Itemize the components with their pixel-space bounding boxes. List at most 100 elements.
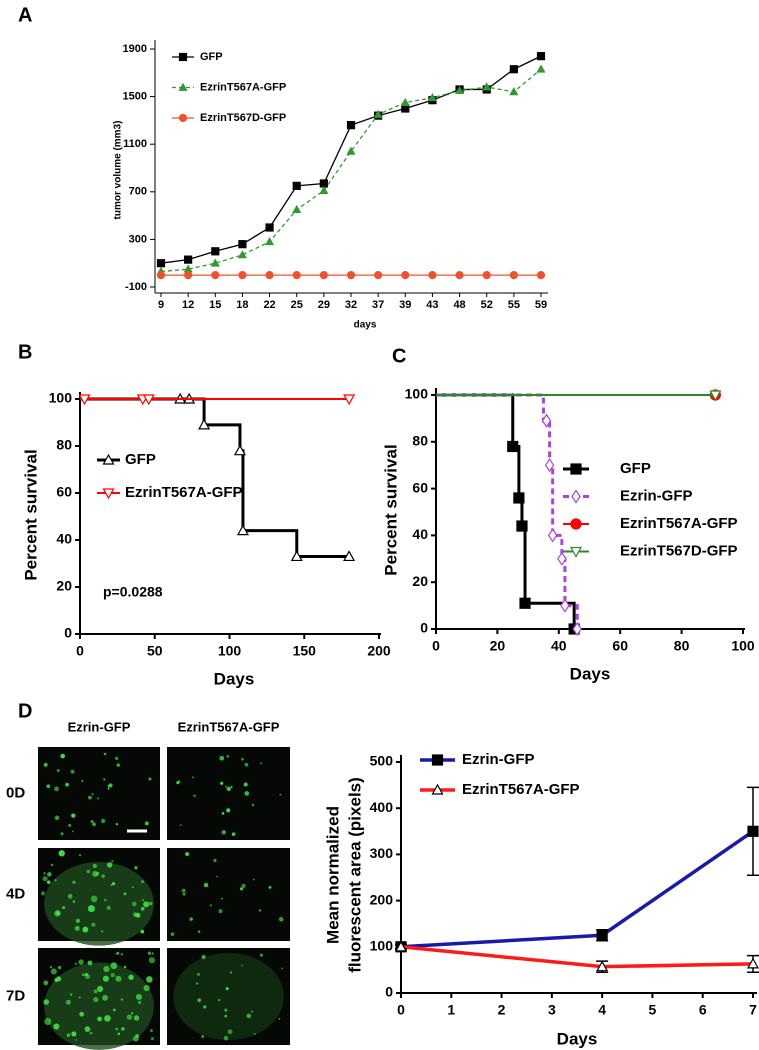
panel-letter: D [18, 700, 32, 722]
image-spot [140, 929, 145, 934]
image-spot [185, 852, 190, 857]
y-axis-label: tumor volume (mm3) [113, 121, 124, 220]
marker [482, 82, 492, 91]
image-spot [203, 1005, 207, 1009]
marker [455, 85, 465, 95]
image-spot [225, 987, 229, 991]
image-spot [254, 1033, 256, 1035]
marker [292, 271, 301, 280]
image-spot [140, 906, 145, 911]
image-spot [131, 886, 134, 889]
image-spot [103, 752, 107, 756]
image-spot [58, 965, 62, 970]
y-tick-label: 0 [420, 620, 428, 636]
image-spot [226, 808, 231, 813]
image-spot [241, 757, 244, 761]
image-spot [218, 909, 223, 914]
x-tick-label: 25 [291, 299, 303, 311]
marker [178, 52, 188, 62]
image-spot [40, 891, 46, 896]
image-spot [60, 754, 63, 757]
x-tick-label: 18 [236, 299, 248, 311]
marker [560, 598, 570, 613]
image-spot [259, 909, 262, 912]
image-spot [90, 895, 98, 903]
y-tick-label: 200 [370, 891, 394, 907]
marker [374, 271, 383, 280]
image-spot [193, 794, 196, 798]
image-spot [123, 892, 127, 896]
image-spot [117, 1032, 121, 1036]
image-spot [65, 782, 69, 787]
marker [536, 52, 546, 61]
image-spot [137, 1000, 142, 1005]
y-tick-label: 1100 [123, 138, 147, 150]
image-spot [102, 975, 109, 982]
marker [142, 394, 155, 406]
image-spot [148, 901, 153, 906]
legend-label: Ezrin-GFP [620, 487, 693, 504]
image-spot [91, 793, 94, 795]
image-spot [115, 823, 119, 826]
image-spot [103, 965, 110, 973]
y-tick-label: 60 [56, 484, 72, 500]
image-spot [102, 994, 109, 1001]
marker [541, 413, 552, 428]
legend-label: GFP [620, 460, 651, 477]
annotation: p=0.0288 [103, 584, 163, 600]
image-spot [239, 887, 244, 891]
image-spot [220, 781, 224, 785]
image-spot [62, 906, 66, 910]
y-tick-label: 0 [64, 625, 72, 641]
marker [509, 87, 519, 96]
image-spot [244, 791, 250, 796]
image-spot [54, 786, 59, 792]
marker [233, 444, 246, 456]
image-spot [197, 930, 201, 933]
image-spot [192, 776, 194, 779]
image-spot [54, 815, 60, 821]
marker [431, 783, 444, 795]
image-spot [71, 1031, 77, 1037]
marker [536, 64, 546, 73]
x-tick-label: 40 [551, 638, 567, 654]
image-spot [54, 879, 57, 882]
image-spot [142, 899, 145, 902]
image-spot [241, 883, 246, 889]
y-tick-label: 40 [412, 526, 428, 542]
image-spot [281, 967, 284, 970]
y-tick-label: 300 [370, 845, 394, 861]
marker [509, 65, 518, 74]
image-spot [278, 1017, 281, 1020]
x-tick-label: 48 [453, 299, 465, 311]
image-spot [135, 1034, 140, 1038]
y-tick-label: 60 [412, 479, 428, 495]
image-spot [85, 974, 91, 980]
image-spot [110, 962, 118, 970]
image-spot [78, 959, 84, 965]
image-spot [44, 1017, 52, 1026]
image-spot [111, 882, 116, 886]
marker [428, 271, 437, 280]
marker [596, 929, 608, 941]
image-spot [75, 918, 81, 923]
image-spot [170, 932, 175, 937]
image-spot [179, 824, 182, 827]
marker [343, 394, 356, 406]
image-spot [79, 1011, 85, 1017]
image-spot [115, 975, 122, 982]
image-glow [44, 861, 154, 946]
y-tick-label: 400 [370, 799, 394, 815]
panel-letter: A [18, 4, 32, 26]
image-spot [56, 976, 62, 982]
image-spot [96, 797, 99, 800]
x-tick-label: 3 [548, 1002, 556, 1018]
x-tick-label: 60 [612, 638, 628, 654]
marker [570, 463, 582, 475]
panel-letter: B [18, 341, 32, 363]
image-spot [189, 917, 193, 921]
marker [394, 940, 408, 952]
image-spot [50, 968, 57, 975]
image-spot [97, 985, 104, 993]
image-spot [91, 922, 96, 927]
